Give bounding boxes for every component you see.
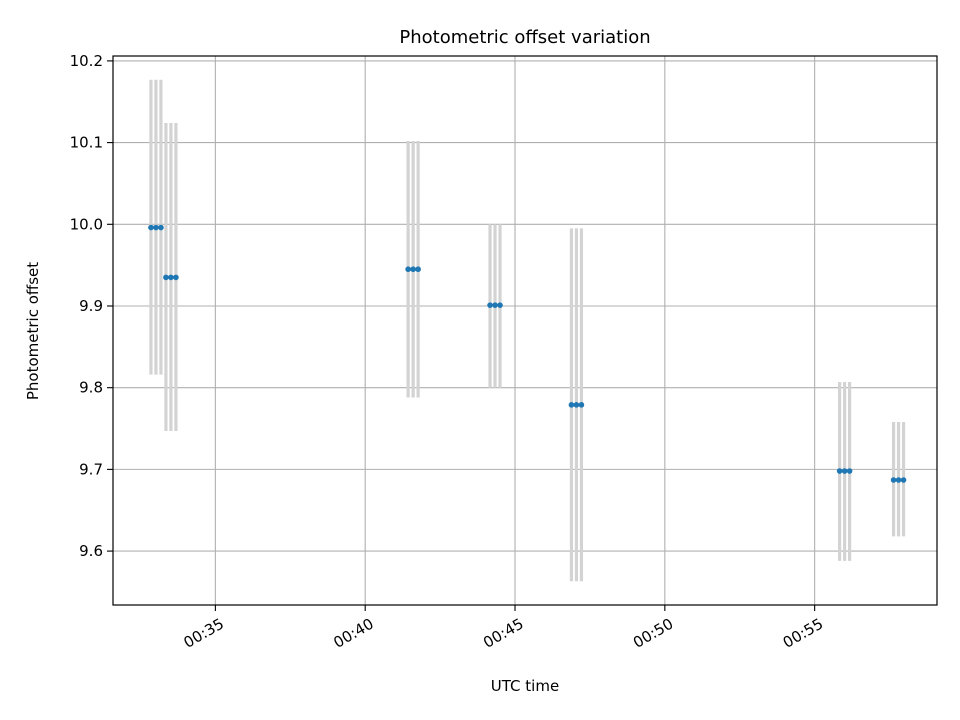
- data-point: [890, 477, 897, 483]
- data-point: [487, 302, 493, 308]
- y-tick-label: 9.9: [79, 297, 103, 315]
- y-tick-label: 10.0: [70, 215, 103, 233]
- data-point: [568, 402, 575, 408]
- data-point: [841, 468, 848, 474]
- data-point: [900, 477, 907, 483]
- data-point: [573, 402, 580, 408]
- data-point: [415, 266, 421, 273]
- x-axis-label: UTC time: [491, 677, 559, 695]
- data-point: [492, 302, 498, 308]
- y-tick-label: 9.7: [79, 460, 103, 478]
- data-point: [405, 266, 411, 273]
- data-point: [158, 224, 164, 231]
- data-point: [168, 274, 174, 281]
- data-point: [846, 468, 853, 474]
- data-point: [410, 266, 416, 273]
- data-point: [173, 274, 179, 281]
- data-point: [578, 402, 585, 408]
- y-axis-ticks: 9.6 9.7 9.8 9.9 10.0 10.1 10.2: [70, 52, 113, 560]
- y-tick-label: 10.2: [70, 52, 103, 70]
- y-tick-label: 10.1: [70, 134, 103, 152]
- data-point: [163, 274, 169, 281]
- y-tick-label: 9.8: [79, 379, 103, 397]
- data-point: [153, 224, 159, 231]
- y-tick-label: 9.6: [79, 542, 103, 560]
- data-point: [895, 477, 902, 483]
- data-point: [836, 468, 843, 474]
- data-point: [497, 302, 503, 308]
- y-axis-label: Photometric offset: [24, 262, 42, 400]
- data-point: [148, 224, 154, 231]
- plot-frame: [112, 55, 938, 606]
- data-points: [148, 224, 907, 483]
- grid: [113, 56, 937, 605]
- chart-title: Photometric offset variation: [399, 27, 650, 48]
